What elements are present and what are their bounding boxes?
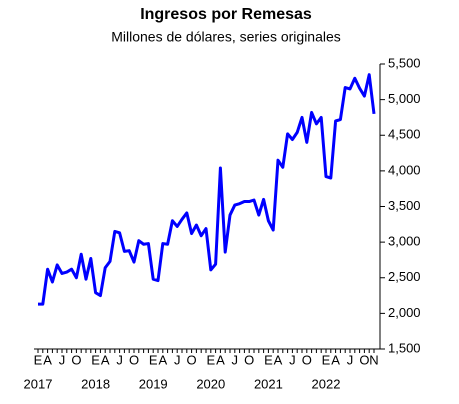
year-label: 2019: [139, 376, 168, 391]
y-tick-label: 4,000: [388, 162, 421, 177]
x-tick-label: O: [129, 352, 139, 367]
x-tick-label: A: [331, 352, 340, 367]
x-tick-label: N: [369, 352, 378, 367]
x-tick-label: J: [347, 352, 354, 367]
year-label: 2020: [196, 376, 225, 391]
chart-title: Ingresos por Remesas: [140, 6, 312, 23]
x-tick-label: A: [158, 352, 167, 367]
x-tick-label: O: [71, 352, 81, 367]
x-tick-label: E: [206, 352, 215, 367]
y-tick-label: 2,500: [388, 269, 421, 284]
x-tick-label: A: [216, 352, 225, 367]
x-tick-label: A: [101, 352, 110, 367]
y-tick-label: 1,500: [388, 340, 421, 355]
x-tick-label: O: [187, 352, 197, 367]
x-tick-label: E: [264, 352, 273, 367]
y-tick-label: 5,500: [388, 55, 421, 70]
y-tick-label: 5,000: [388, 91, 421, 106]
x-tick-label: J: [289, 352, 296, 367]
x-tick-label: E: [322, 352, 331, 367]
x-tick-label: A: [274, 352, 283, 367]
x-tick-label: O: [302, 352, 312, 367]
x-tick-label: J: [116, 352, 123, 367]
series-line: [38, 73, 376, 306]
year-label: 2017: [24, 376, 53, 391]
y-tick-label: 2,000: [388, 305, 421, 320]
x-tick-label: A: [43, 352, 52, 367]
y-tick-label: 3,500: [388, 198, 421, 213]
x-tick-label: E: [149, 352, 158, 367]
chart-subtitle: Millones de dólares, series originales: [111, 29, 341, 45]
x-tick-label: E: [34, 352, 43, 367]
x-tick-label: J: [174, 352, 181, 367]
y-tick-label: 4,500: [388, 127, 421, 142]
x-tick-label: E: [91, 352, 100, 367]
x-tick-label: J: [232, 352, 239, 367]
year-label: 2018: [81, 376, 110, 391]
year-label: 2021: [254, 376, 283, 391]
year-label: 2022: [312, 376, 341, 391]
x-tick-label: J: [59, 352, 66, 367]
x-tick-label: O: [359, 352, 369, 367]
x-tick-label: O: [244, 352, 254, 367]
y-tick-label: 3,000: [388, 234, 421, 249]
